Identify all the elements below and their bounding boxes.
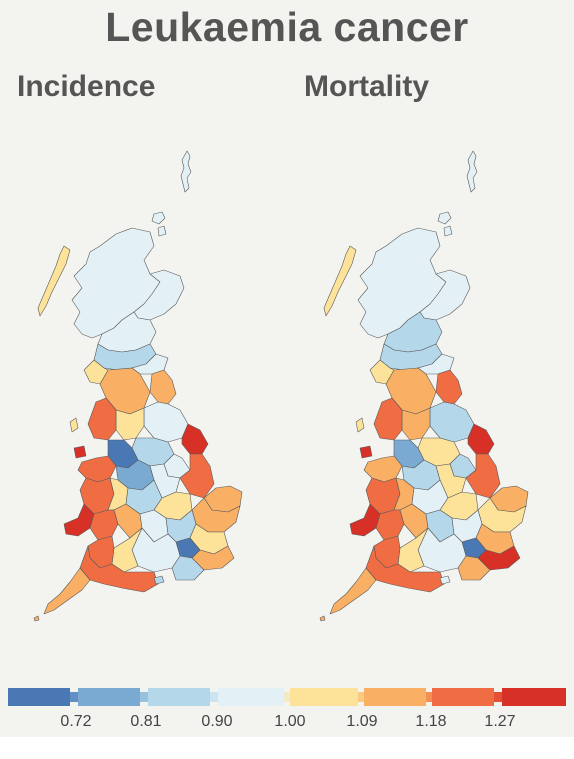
south-wales <box>375 509 405 541</box>
north-yorkshire <box>143 401 189 443</box>
mortality-map-regions <box>319 150 529 622</box>
legend-joint-5 <box>358 692 364 702</box>
legend-tick-label: 1.09 <box>346 713 378 730</box>
legend-tick-label: 1.00 <box>274 713 306 730</box>
lincolnshire <box>179 453 215 499</box>
sussex <box>457 555 491 581</box>
northumberland <box>149 369 177 405</box>
legend-swatch-1 <box>8 688 70 706</box>
kent <box>477 545 521 571</box>
legend-joint-1 <box>70 692 78 702</box>
isle-of-man <box>355 417 365 433</box>
legend-swatch-3 <box>148 688 210 706</box>
legend-tick-label: 1.18 <box>415 713 447 730</box>
cornwall <box>329 567 377 615</box>
anglesey <box>359 445 373 459</box>
dumfries <box>83 359 109 385</box>
incidence-heading: Incidence <box>17 70 156 103</box>
lincolnshire <box>465 453 501 499</box>
outer-hebrides <box>37 245 71 317</box>
incidence-map-regions <box>33 150 243 622</box>
legend-swatch-5 <box>290 688 358 706</box>
legend-tick-label: 1.27 <box>484 713 516 730</box>
legend-swatch-6 <box>364 688 426 706</box>
legend-joint-2 <box>140 692 148 702</box>
orkney <box>151 211 167 237</box>
legend-joint-3 <box>210 692 218 702</box>
isles-of-scilly <box>319 615 326 622</box>
cornwall <box>43 567 91 615</box>
legend-tick-label: 0.90 <box>201 713 233 730</box>
isle-of-wight <box>153 575 165 585</box>
mortality-heading: Mortality <box>304 70 430 103</box>
legend-tick-label: 0.72 <box>60 713 92 730</box>
outer-hebrides <box>323 245 357 317</box>
north-yorkshire <box>429 401 475 443</box>
lancashire <box>87 397 117 441</box>
orkney <box>437 211 453 237</box>
kent <box>191 545 235 571</box>
sussex <box>171 555 205 581</box>
south-wales <box>89 509 119 541</box>
shetland <box>466 150 478 193</box>
legend-joint-6 <box>426 692 432 702</box>
northumberland <box>435 369 463 405</box>
scotland-borders <box>417 353 455 375</box>
legend-joint-4 <box>284 692 290 702</box>
isle-of-wight <box>439 575 451 585</box>
incidence-map <box>33 150 243 622</box>
legend-color-bar <box>8 688 566 706</box>
east-yorkshire <box>181 423 209 455</box>
shetland <box>180 150 192 193</box>
figure-title: Leukaemia cancer <box>105 4 469 50</box>
legend-tick-labels: 0.72 0.81 0.90 1.00 1.09 1.18 1.27 <box>0 713 574 737</box>
legend-swatch-8 <box>502 688 566 706</box>
mortality-map <box>319 150 529 622</box>
lancashire <box>373 397 403 441</box>
east-yorkshire <box>467 423 495 455</box>
legend-joint-7 <box>494 692 502 702</box>
anglesey <box>73 445 87 459</box>
legend-swatch-2 <box>78 688 140 706</box>
legend-swatch-4 <box>218 688 284 706</box>
figure-panel: Leukaemia cancer Incidence Mortality <box>0 0 574 737</box>
isles-of-scilly <box>33 615 40 622</box>
dumfries <box>369 359 395 385</box>
isle-of-man <box>69 417 79 433</box>
scotland-borders <box>131 353 169 375</box>
legend-swatch-7 <box>432 688 494 706</box>
legend-tick-label: 0.81 <box>130 713 162 730</box>
